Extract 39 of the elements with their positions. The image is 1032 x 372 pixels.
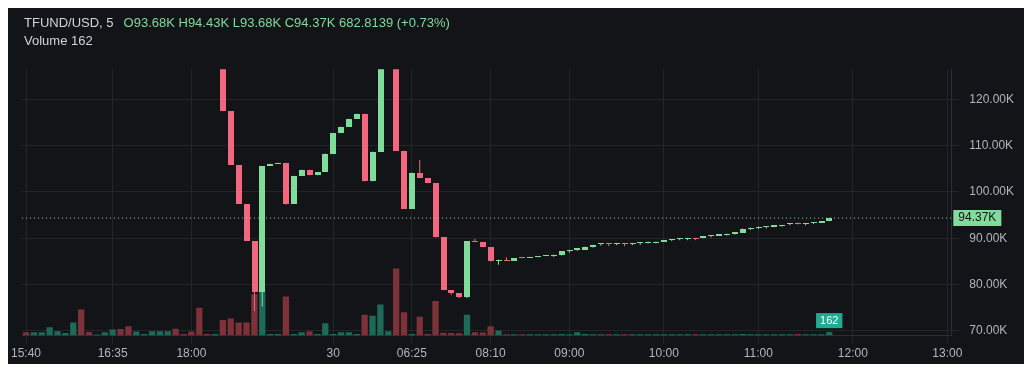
bar	[392, 268, 400, 336]
candlestick	[472, 238, 478, 243]
text: O93.68K H94.43K L93.68K C94.37K 682.8139 (+0.73%)	[123, 15, 450, 30]
candlestick	[779, 224, 785, 228]
candlestick	[724, 233, 730, 237]
x-tick-label: 06:25	[396, 346, 428, 361]
bar	[400, 312, 408, 336]
x-tick-label: 09:00	[554, 346, 585, 361]
data-label: 162	[820, 313, 839, 326]
bar	[361, 314, 368, 336]
x-tick-label: 18:00	[176, 346, 207, 361]
candlestick	[787, 222, 793, 226]
bar	[219, 319, 227, 336]
chart-title: TFUND/USD, 5	[24, 15, 114, 30]
y-tick-label: 70.00K	[969, 323, 1008, 338]
x-tick-label: 30	[326, 346, 341, 361]
candlestick	[763, 225, 769, 230]
bar	[463, 314, 471, 336]
bar	[78, 309, 85, 336]
candlestick	[708, 234, 714, 238]
bar	[495, 330, 502, 336]
x-tick-label: 13:00	[932, 346, 963, 361]
x-tick-label: 11:00	[743, 346, 774, 361]
x-tick-label: 16:35	[97, 346, 128, 361]
x-tick-label: 08:10	[475, 346, 506, 361]
x-tick-label: 12:00	[837, 346, 869, 361]
ref-line-label: 94.37K	[958, 210, 997, 225]
y-tick-label: 110.00K	[969, 137, 1014, 152]
bar	[282, 296, 290, 336]
y-tick-label: 80.00K	[969, 276, 1008, 291]
y-tick-label: 90.00K	[969, 230, 1008, 245]
candlestick	[598, 242, 604, 247]
y-tick-label: 120.00K	[969, 91, 1015, 106]
bar	[306, 331, 313, 336]
x-tick-label: 15:40	[11, 346, 42, 361]
x-tick-label: 10:00	[648, 346, 680, 361]
candlestick	[330, 133, 336, 154]
y-tick-label: 100.00K	[969, 184, 1015, 199]
text: Volume 162	[24, 32, 94, 50]
